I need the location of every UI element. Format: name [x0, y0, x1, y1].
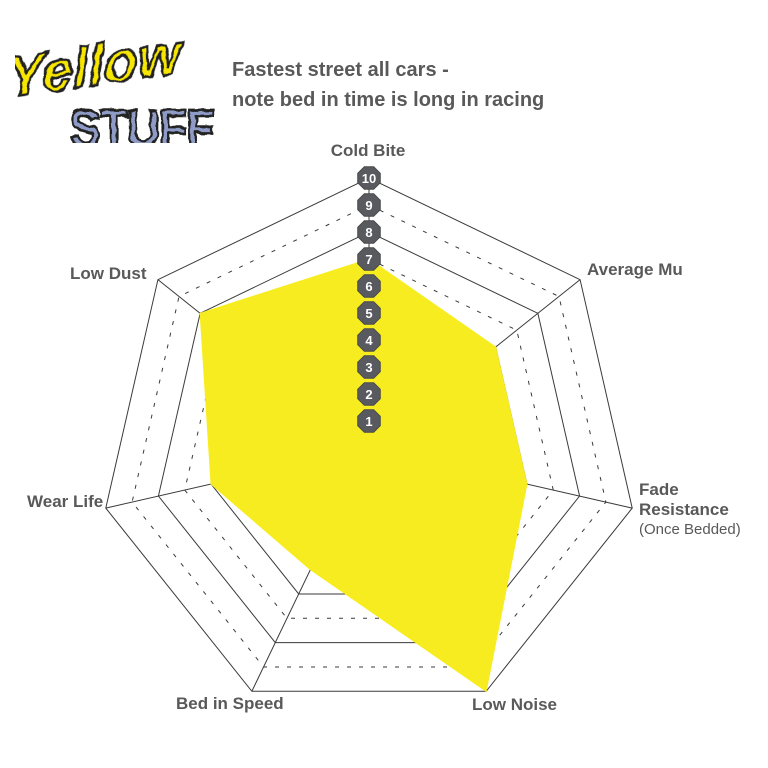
svg-text:4: 4 — [365, 333, 373, 348]
svg-text:2: 2 — [365, 387, 372, 402]
svg-text:10: 10 — [362, 171, 376, 186]
svg-text:8: 8 — [365, 225, 372, 240]
svg-text:3: 3 — [365, 360, 372, 375]
svg-text:5: 5 — [365, 306, 372, 321]
svg-text:6: 6 — [365, 279, 372, 294]
svg-text:7: 7 — [365, 252, 372, 267]
svg-text:1: 1 — [365, 414, 372, 429]
svg-text:9: 9 — [365, 198, 372, 213]
